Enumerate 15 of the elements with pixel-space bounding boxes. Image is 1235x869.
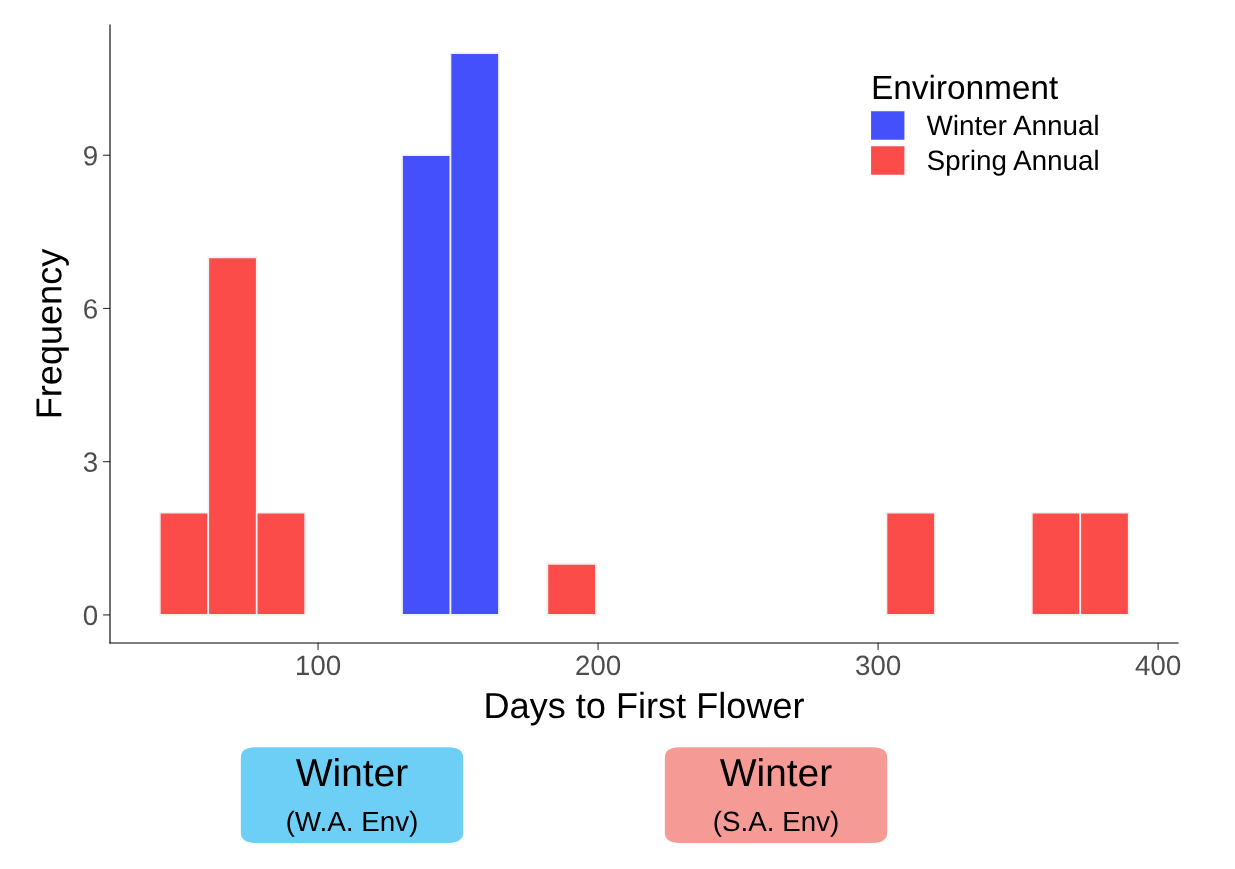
legend-label: Winter Annual	[926, 114, 1098, 136]
x-tick-label: 100	[297, 655, 341, 676]
x-axis-title: Days to First Flower	[486, 691, 804, 726]
y-tick-label: 3	[83, 452, 97, 473]
x-tick-label: 200	[576, 655, 621, 676]
y-tick-label: 6	[84, 299, 97, 319]
text: Winter (S.A. Env)	[714, 757, 838, 837]
y-axis-title: Frequency	[36, 248, 69, 417]
y-tick-label: 0	[83, 605, 98, 626]
x-tick-label: 300	[855, 655, 901, 676]
text: Winter (W.A. Env)	[287, 757, 417, 837]
x-tick-label: 400	[1135, 655, 1181, 676]
legend-label: Spring Annual	[927, 149, 1098, 176]
y-tick-label: 9	[84, 145, 97, 166]
legend-title: Environment	[873, 74, 1058, 100]
